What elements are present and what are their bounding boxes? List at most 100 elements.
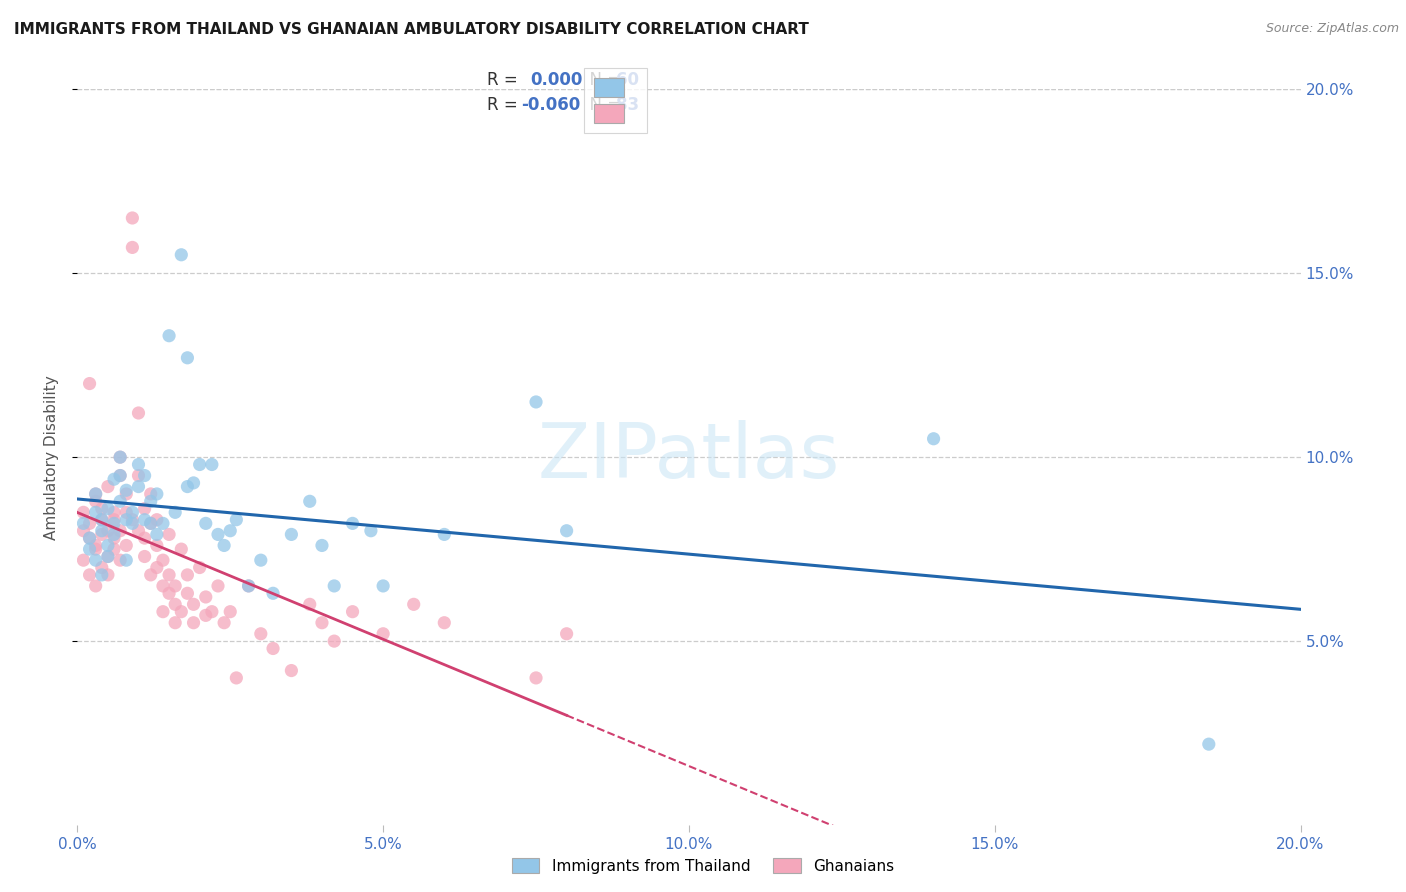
Text: 83: 83 bbox=[616, 96, 638, 114]
Point bbox=[170, 605, 193, 619]
Point bbox=[238, 579, 260, 593]
Point bbox=[262, 586, 284, 600]
Point bbox=[115, 513, 138, 527]
Point bbox=[108, 553, 131, 567]
Point bbox=[121, 516, 143, 531]
Point bbox=[183, 598, 205, 612]
Point bbox=[1198, 737, 1220, 751]
Point bbox=[103, 513, 125, 527]
Point bbox=[146, 560, 169, 574]
Point bbox=[103, 531, 125, 545]
Point bbox=[342, 605, 364, 619]
Legend: , : , bbox=[583, 68, 647, 133]
Point bbox=[183, 475, 205, 490]
Point bbox=[84, 487, 107, 501]
Text: 60: 60 bbox=[616, 71, 638, 89]
Legend: Immigrants from Thailand, Ghanaians: Immigrants from Thailand, Ghanaians bbox=[506, 852, 900, 880]
Text: -0.060: -0.060 bbox=[522, 96, 581, 114]
Point bbox=[97, 501, 120, 516]
Point bbox=[139, 568, 162, 582]
Point bbox=[90, 524, 112, 538]
Point bbox=[79, 568, 101, 582]
Point bbox=[84, 505, 107, 519]
Point bbox=[139, 487, 162, 501]
Point bbox=[176, 480, 198, 494]
Point bbox=[103, 527, 125, 541]
Point bbox=[97, 568, 120, 582]
Point bbox=[121, 505, 143, 519]
Point bbox=[323, 579, 346, 593]
Text: R =: R = bbox=[486, 96, 523, 114]
Point bbox=[146, 527, 169, 541]
Point bbox=[165, 579, 187, 593]
Point bbox=[90, 568, 112, 582]
Point bbox=[90, 513, 112, 527]
Point bbox=[360, 524, 382, 538]
Point bbox=[183, 615, 205, 630]
Point bbox=[108, 468, 131, 483]
Point bbox=[134, 468, 156, 483]
Point bbox=[165, 505, 187, 519]
Point bbox=[555, 626, 578, 640]
Point bbox=[146, 538, 169, 552]
Point bbox=[97, 549, 120, 564]
Text: N =: N = bbox=[579, 71, 626, 89]
Point bbox=[311, 538, 333, 552]
Point bbox=[176, 568, 198, 582]
Point bbox=[134, 549, 156, 564]
Point bbox=[97, 538, 120, 552]
Point bbox=[524, 671, 547, 685]
Point bbox=[170, 542, 193, 557]
Point bbox=[108, 494, 131, 508]
Point bbox=[108, 450, 131, 464]
Point bbox=[115, 538, 138, 552]
Point bbox=[72, 516, 94, 531]
Text: ZIPatlas: ZIPatlas bbox=[537, 420, 841, 494]
Point bbox=[170, 248, 193, 262]
Point bbox=[555, 524, 578, 538]
Point bbox=[207, 527, 229, 541]
Point bbox=[97, 549, 120, 564]
Point bbox=[84, 487, 107, 501]
Point bbox=[194, 516, 217, 531]
Point bbox=[219, 524, 242, 538]
Point bbox=[238, 579, 260, 593]
Point bbox=[323, 634, 346, 648]
Text: R =: R = bbox=[486, 71, 529, 89]
Point bbox=[250, 626, 273, 640]
Point bbox=[79, 542, 101, 557]
Point bbox=[90, 527, 112, 541]
Point bbox=[371, 579, 394, 593]
Point bbox=[280, 527, 302, 541]
Point bbox=[139, 516, 162, 531]
Point bbox=[115, 483, 138, 498]
Point bbox=[127, 480, 149, 494]
Point bbox=[201, 458, 224, 472]
Point bbox=[79, 531, 101, 545]
Point bbox=[103, 542, 125, 557]
Point bbox=[139, 516, 162, 531]
Point bbox=[115, 505, 138, 519]
Point bbox=[176, 586, 198, 600]
Point bbox=[152, 579, 174, 593]
Point bbox=[165, 615, 187, 630]
Point bbox=[152, 605, 174, 619]
Point bbox=[84, 538, 107, 552]
Point bbox=[84, 542, 107, 557]
Point bbox=[371, 626, 394, 640]
Point bbox=[212, 538, 235, 552]
Point bbox=[225, 513, 247, 527]
Point bbox=[127, 458, 149, 472]
Point bbox=[188, 560, 211, 574]
Point bbox=[108, 468, 131, 483]
Text: IMMIGRANTS FROM THAILAND VS GHANAIAN AMBULATORY DISABILITY CORRELATION CHART: IMMIGRANTS FROM THAILAND VS GHANAIAN AMB… bbox=[14, 22, 808, 37]
Point bbox=[79, 531, 101, 545]
Point bbox=[72, 505, 94, 519]
Point bbox=[157, 527, 180, 541]
Point bbox=[127, 406, 149, 420]
Point bbox=[176, 351, 198, 365]
Point bbox=[194, 590, 217, 604]
Point bbox=[146, 513, 169, 527]
Point bbox=[212, 615, 235, 630]
Point bbox=[134, 501, 156, 516]
